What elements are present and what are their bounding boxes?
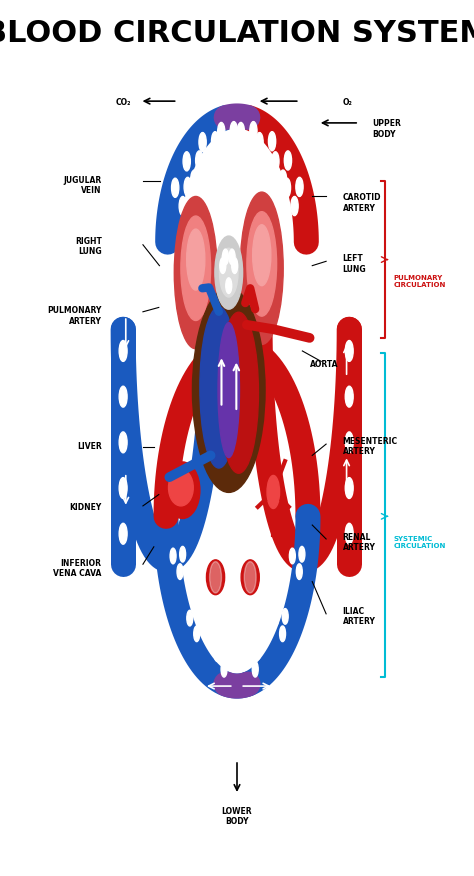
Circle shape bbox=[252, 661, 258, 677]
Text: LEFT
LUNG: LEFT LUNG bbox=[343, 254, 366, 273]
Circle shape bbox=[214, 646, 220, 661]
Circle shape bbox=[229, 249, 235, 265]
Circle shape bbox=[194, 626, 200, 641]
Circle shape bbox=[296, 177, 303, 196]
Text: PULMONARY
CIRCULATION: PULMONARY CIRCULATION bbox=[394, 275, 446, 288]
Text: CO₂: CO₂ bbox=[116, 98, 131, 108]
Circle shape bbox=[237, 123, 245, 142]
Circle shape bbox=[199, 132, 206, 152]
Circle shape bbox=[119, 386, 127, 407]
Circle shape bbox=[255, 644, 261, 660]
Text: INFERIOR
VENA CAVA: INFERIOR VENA CAVA bbox=[53, 559, 102, 578]
Text: SYSTEMIC
CIRCULATION: SYSTEMIC CIRCULATION bbox=[394, 536, 446, 549]
Circle shape bbox=[191, 170, 198, 189]
Circle shape bbox=[230, 122, 237, 141]
Circle shape bbox=[225, 141, 232, 160]
Ellipse shape bbox=[181, 216, 210, 321]
Circle shape bbox=[264, 151, 271, 170]
Circle shape bbox=[291, 196, 298, 215]
Ellipse shape bbox=[247, 212, 277, 316]
Circle shape bbox=[220, 258, 226, 273]
Circle shape bbox=[296, 564, 302, 580]
Text: JUGULAR
VEIN: JUGULAR VEIN bbox=[64, 176, 102, 195]
Circle shape bbox=[345, 386, 353, 407]
Text: BLOOD CIRCULATION SYSTEM: BLOOD CIRCULATION SYSTEM bbox=[0, 18, 474, 48]
Circle shape bbox=[256, 132, 263, 152]
Circle shape bbox=[119, 432, 127, 453]
Ellipse shape bbox=[218, 322, 239, 457]
Text: MESENTERIC
ARTERY: MESENTERIC ARTERY bbox=[343, 437, 398, 456]
Circle shape bbox=[215, 236, 243, 309]
Ellipse shape bbox=[165, 462, 200, 519]
Circle shape bbox=[207, 151, 214, 170]
Ellipse shape bbox=[241, 560, 259, 595]
Text: KIDNEY: KIDNEY bbox=[69, 503, 102, 512]
Circle shape bbox=[290, 548, 295, 564]
Ellipse shape bbox=[174, 196, 217, 349]
Ellipse shape bbox=[192, 288, 265, 492]
Circle shape bbox=[284, 151, 292, 170]
Circle shape bbox=[211, 131, 219, 151]
Circle shape bbox=[219, 248, 238, 297]
Circle shape bbox=[196, 151, 203, 170]
Circle shape bbox=[268, 131, 276, 151]
Circle shape bbox=[172, 178, 179, 197]
Ellipse shape bbox=[253, 225, 271, 286]
Text: CAROTID
ARTERY: CAROTID ARTERY bbox=[343, 194, 381, 213]
Circle shape bbox=[226, 278, 232, 293]
Text: AORTA: AORTA bbox=[310, 359, 338, 369]
Circle shape bbox=[183, 152, 191, 171]
Circle shape bbox=[299, 547, 305, 562]
Circle shape bbox=[273, 611, 279, 626]
Circle shape bbox=[250, 122, 257, 141]
Text: ILIAC
ARTERY: ILIAC ARTERY bbox=[343, 607, 375, 626]
Circle shape bbox=[283, 178, 291, 197]
Ellipse shape bbox=[200, 307, 238, 468]
Circle shape bbox=[196, 609, 202, 625]
Circle shape bbox=[210, 562, 221, 593]
Text: RENAL
ARTERY: RENAL ARTERY bbox=[343, 533, 375, 552]
Circle shape bbox=[272, 152, 279, 171]
Ellipse shape bbox=[207, 560, 225, 595]
Circle shape bbox=[170, 548, 176, 564]
Ellipse shape bbox=[267, 476, 280, 508]
Circle shape bbox=[246, 646, 251, 661]
Text: LIVER: LIVER bbox=[77, 442, 102, 451]
Ellipse shape bbox=[240, 192, 283, 344]
Circle shape bbox=[179, 196, 186, 215]
Circle shape bbox=[244, 562, 256, 593]
Circle shape bbox=[119, 341, 127, 362]
Circle shape bbox=[187, 611, 193, 626]
Circle shape bbox=[232, 258, 237, 273]
Circle shape bbox=[345, 341, 353, 362]
Circle shape bbox=[218, 123, 225, 142]
Circle shape bbox=[119, 523, 127, 544]
Ellipse shape bbox=[264, 467, 283, 517]
Circle shape bbox=[345, 523, 353, 544]
Ellipse shape bbox=[169, 470, 193, 506]
Circle shape bbox=[279, 170, 287, 189]
Text: PULMONARY
ARTERY: PULMONARY ARTERY bbox=[47, 307, 102, 326]
Circle shape bbox=[282, 609, 288, 625]
Circle shape bbox=[245, 141, 252, 160]
Ellipse shape bbox=[187, 230, 205, 290]
Circle shape bbox=[221, 661, 227, 677]
Circle shape bbox=[177, 564, 183, 580]
Circle shape bbox=[280, 626, 285, 641]
Circle shape bbox=[119, 477, 127, 498]
Ellipse shape bbox=[219, 312, 258, 473]
Circle shape bbox=[345, 477, 353, 498]
Text: LOWER
BODY: LOWER BODY bbox=[222, 807, 252, 826]
Text: RIGHT
LUNG: RIGHT LUNG bbox=[75, 237, 102, 256]
Circle shape bbox=[345, 432, 353, 453]
Circle shape bbox=[180, 547, 186, 562]
Circle shape bbox=[222, 249, 228, 265]
Circle shape bbox=[224, 644, 230, 660]
Circle shape bbox=[184, 177, 191, 196]
Text: UPPER
BODY: UPPER BODY bbox=[372, 119, 401, 138]
Text: O₂: O₂ bbox=[343, 98, 353, 108]
